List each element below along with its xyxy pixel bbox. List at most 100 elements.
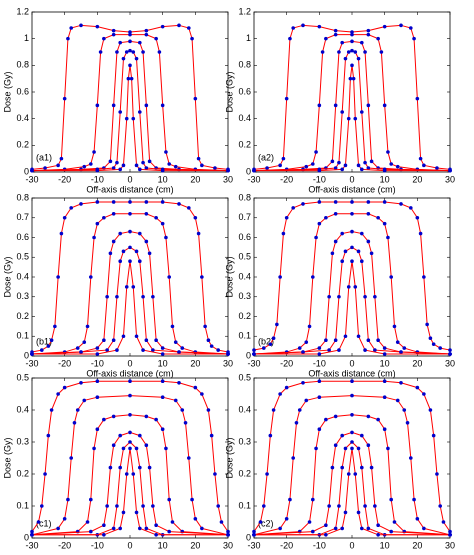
data-point [121,163,126,168]
data-point [356,56,361,61]
data-point [301,23,305,28]
panel-label: (b2) [258,336,274,346]
data-point [324,215,328,220]
data-point [75,408,80,412]
y-tick-label: 0 [24,350,29,360]
profile-line [254,441,450,536]
data-point [395,398,400,403]
data-point [304,398,309,403]
data-point [265,166,269,170]
data-point [92,150,96,154]
y-tick-label: 0.4 [238,113,251,123]
data-point [121,249,126,254]
data-point [343,56,348,61]
x-tick-label: -20 [58,358,71,368]
x-tick-label: 20 [412,358,422,368]
y-tick-label: 0 [246,532,251,542]
data-point [389,497,394,502]
data-point [350,430,354,435]
x-tick-label: 30 [445,358,455,368]
data-point [196,156,201,161]
data-point [360,433,364,438]
data-point [340,40,345,45]
data-point [95,168,100,173]
y-tick-label: 0.2 [238,140,251,150]
data-point [317,24,322,29]
data-point [69,26,73,30]
data-point [366,239,371,244]
y-tick-label: 0.8 [16,192,29,202]
data-point [297,408,302,412]
data-point [369,465,374,470]
data-point [144,28,149,33]
profile-line [253,24,451,170]
y-tick-label: 0.3 [16,291,29,301]
data-point [79,350,83,354]
data-point [409,26,413,30]
x-tick-label: 30 [445,540,455,550]
data-point [128,48,132,53]
y-tick-label: 0.7 [16,212,29,222]
data-point [301,202,305,206]
data-point [327,348,331,352]
y-tick-label: 0.4 [16,271,29,281]
data-point [115,160,119,165]
data-point [275,322,279,327]
x-tick-label: -30 [247,540,260,550]
y-tick-label: 0.5 [16,372,29,382]
y-axis-label: Dose (Gy) [2,256,12,297]
x-tick-label: 0 [349,540,354,550]
data-point [353,285,358,289]
data-point [356,334,361,339]
data-point [399,202,403,206]
data-point [317,379,322,384]
data-point [389,529,394,534]
data-point [164,150,168,154]
data-point [177,381,181,385]
x-axis-label: Off-axis distance (cm) [86,368,173,378]
data-point [382,379,387,384]
y-tick-label: 0.6 [238,232,251,242]
profile-line [31,380,229,532]
x-tick-label: -30 [25,540,38,550]
data-point [124,285,129,289]
data-point [317,200,322,204]
data-point [124,50,129,54]
data-point [82,398,87,403]
data-point [66,36,70,41]
data-point [353,116,358,121]
data-point [340,110,345,114]
data-point [131,116,136,121]
data-point [134,56,139,61]
data-point [343,446,348,451]
profile-line [254,448,450,536]
plot-frame [253,197,451,357]
data-point [108,465,113,470]
data-point [131,472,136,476]
data-point [118,167,122,172]
data-point [147,159,152,164]
y-tick-label: 0.1 [16,500,29,510]
data-point [448,168,452,173]
profile-line [253,201,451,351]
data-point [30,529,34,534]
x-tick-label: 30 [223,174,233,184]
data-point [346,472,351,476]
data-point [448,533,452,537]
data-point [141,504,145,508]
data-point [183,421,188,425]
x-tick-label: -30 [247,174,260,184]
data-point [144,212,149,216]
data-point [350,379,354,384]
y-tick-label: 0.2 [16,468,29,478]
data-point [190,36,194,41]
data-point [124,116,129,121]
data-point [333,200,338,204]
data-point [271,336,276,341]
data-point [448,348,452,352]
x-tick-label: -30 [25,358,38,368]
data-point [111,526,116,531]
x-tick-label: 30 [223,358,233,368]
y-tick-label: 0.8 [238,60,251,70]
data-point [111,166,116,170]
